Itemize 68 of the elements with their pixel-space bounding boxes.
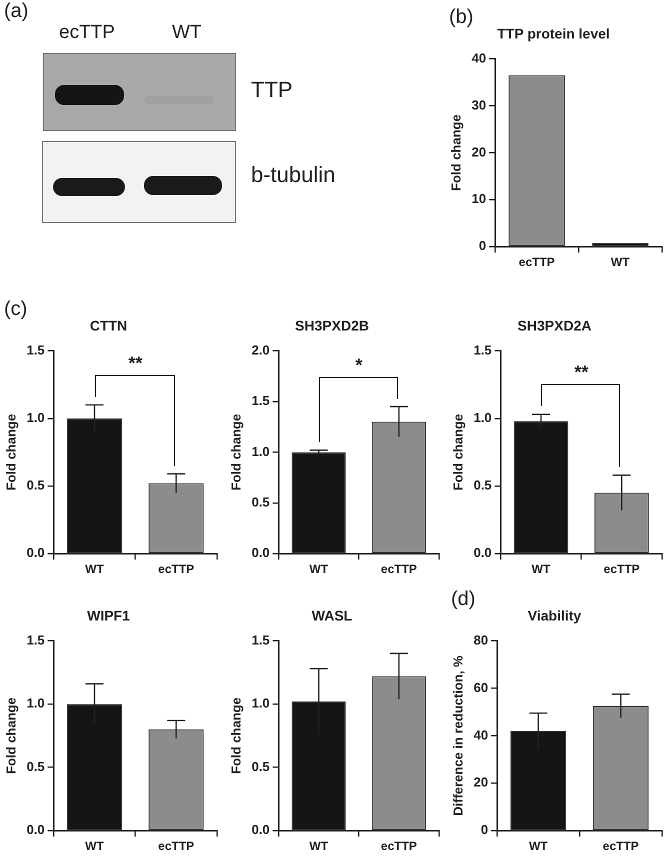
y-tick-label: 1.5	[252, 632, 270, 648]
annotation: **	[127, 352, 144, 374]
x-tick-label: ecTTP	[158, 839, 194, 854]
y-tick-label: 1.5	[26, 342, 45, 358]
x-tick-label: WT	[85, 562, 104, 576]
y-tick-label: 1.5	[252, 393, 270, 408]
text: b-tubulin	[251, 162, 336, 188]
y-tick-label: 20	[474, 774, 488, 790]
chart-title: CTTN	[90, 317, 128, 334]
y-tick-label: 0	[480, 822, 488, 838]
y-axis-title: Difference in reduction, %	[450, 655, 466, 816]
text: (b)	[449, 6, 474, 29]
y-tick-label: 1.5	[26, 632, 45, 648]
x-tick-label: ecTTP	[380, 562, 417, 576]
y-tick-label: 0.0	[252, 545, 270, 560]
y-tick-label: 1.0	[474, 410, 492, 425]
y-tick-label: 0.5	[252, 494, 270, 510]
annotation: *	[354, 354, 364, 376]
x-tick-label: ecTTP	[604, 562, 640, 576]
y-tick-label: 40	[472, 50, 486, 66]
x-tick-label: WT	[309, 839, 329, 854]
y-tick-label: 10	[472, 191, 486, 206]
y-axis-title: Fold change	[228, 697, 244, 774]
y-tick-label: 0.0	[26, 545, 45, 560]
y-tick-label: 0.0	[26, 822, 45, 838]
x-tick-label: ecTTP	[380, 839, 417, 854]
x-tick-label: ecTTP	[602, 839, 639, 854]
y-tick-label: 0.5	[252, 758, 270, 774]
y-tick-label: 1.0	[26, 410, 45, 425]
x-tick-label: WT	[85, 839, 104, 854]
chart-title: Viability	[528, 607, 582, 624]
y-tick-label: 0.0	[252, 822, 270, 838]
chart-title: WIPF1	[87, 607, 130, 624]
y-tick-label: 0	[478, 238, 486, 254]
x-tick-label: ecTTP	[158, 562, 194, 576]
text: (a)	[4, 0, 28, 23]
y-tick-label: 80	[474, 632, 488, 648]
text: (d)	[451, 588, 476, 611]
chart-title: SH3PXD2B	[295, 317, 369, 334]
text: (c)	[4, 298, 28, 321]
text: ecTTP	[59, 22, 115, 44]
chart-title: WASL	[312, 607, 353, 624]
y-axis-title: Fold change	[228, 414, 244, 490]
x-tick-label: WT	[309, 562, 329, 576]
chart-title: SH3PXD2A	[518, 317, 592, 334]
y-tick-label: 60	[474, 680, 488, 695]
annotation: **	[573, 362, 590, 384]
y-tick-label: 40	[474, 727, 488, 742]
y-tick-label: 1.0	[252, 444, 270, 459]
y-axis-title: Fold change	[450, 414, 466, 490]
y-tick-label: 1.5	[474, 342, 492, 358]
y-tick-label: 20	[472, 144, 486, 160]
y-axis-title: Fold change	[448, 114, 464, 191]
chart-title: TTP protein level	[497, 25, 610, 42]
y-tick-label: 1.0	[252, 696, 270, 711]
y-axis-title: Fold change	[3, 697, 18, 774]
x-tick-label: WT	[532, 562, 551, 576]
y-axis-title: Fold change	[3, 414, 18, 490]
y-tick-label: 1.0	[26, 696, 45, 711]
x-tick-label: WT	[528, 839, 548, 854]
y-tick-label: 0.5	[26, 758, 45, 774]
text: WT	[172, 22, 202, 44]
text: TTP	[251, 77, 293, 103]
y-tick-label: 30	[472, 97, 486, 112]
y-tick-label: 0.5	[474, 478, 492, 493]
y-tick-label: 2.0	[252, 342, 270, 358]
y-tick-label: 0.0	[474, 545, 492, 560]
y-tick-label: 0.5	[26, 478, 45, 493]
